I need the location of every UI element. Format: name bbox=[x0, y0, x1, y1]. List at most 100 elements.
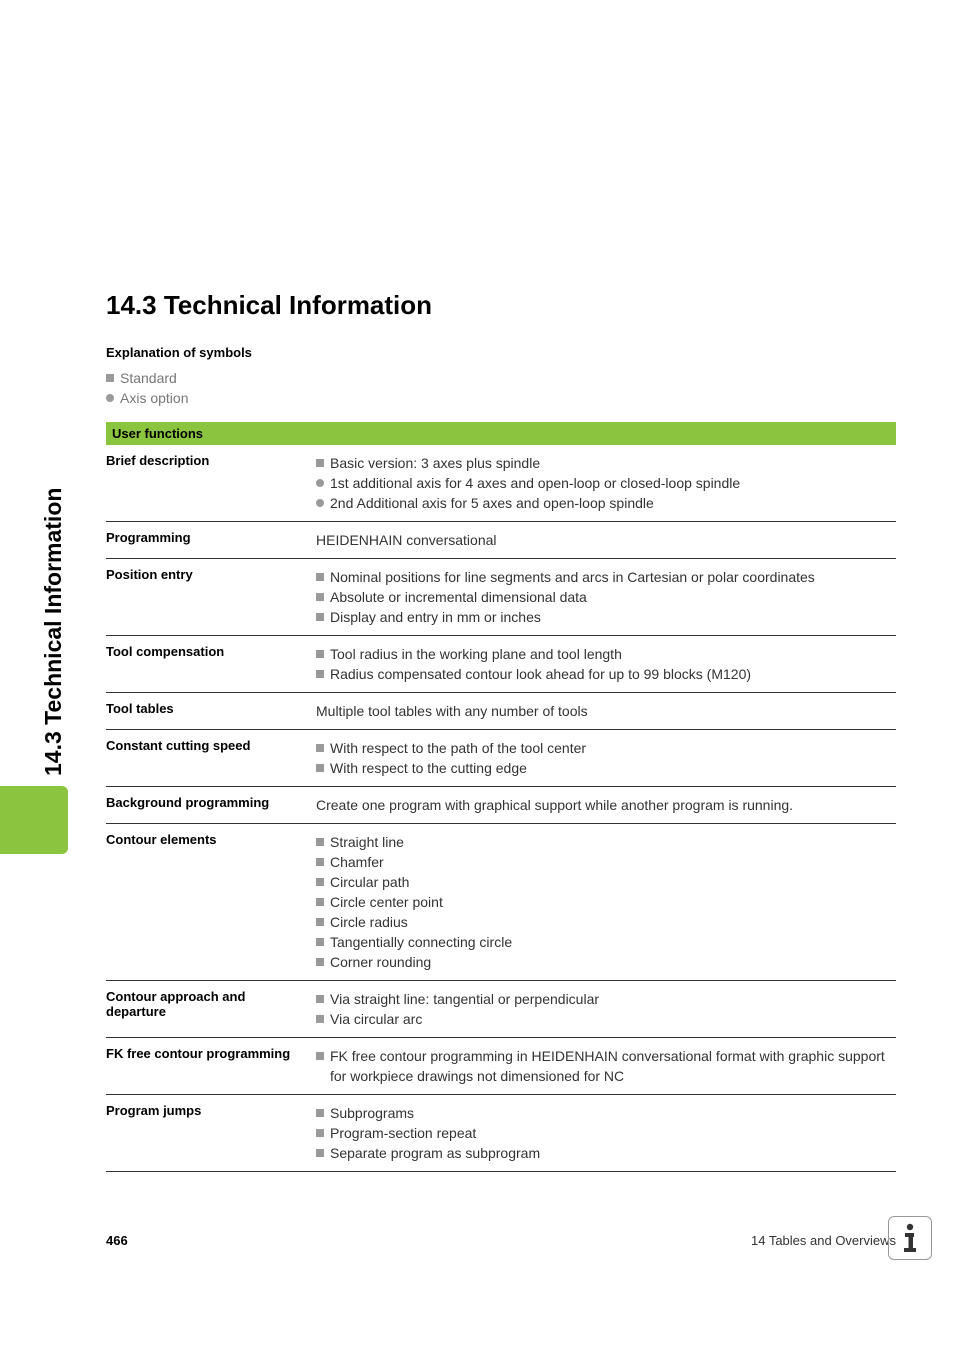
feature-table: Brief descriptionBasic version: 3 axes p… bbox=[106, 445, 896, 1172]
feature-list-item: 2nd Additional axis for 5 axes and open-… bbox=[316, 493, 890, 513]
symbol-legend-label: Standard bbox=[120, 368, 177, 388]
square-bullet-icon bbox=[316, 1052, 324, 1060]
square-bullet-icon bbox=[316, 858, 324, 866]
square-bullet-icon bbox=[316, 918, 324, 926]
feature-label: Brief description bbox=[106, 453, 316, 513]
square-bullet-icon bbox=[316, 1109, 324, 1117]
circle-bullet-icon bbox=[316, 479, 324, 487]
page-number: 466 bbox=[106, 1233, 128, 1248]
feature-value: Basic version: 3 axes plus spindle1st ad… bbox=[316, 453, 890, 513]
side-tab-label: 14.3 Technical Information bbox=[40, 224, 67, 784]
feature-list-item: Circle center point bbox=[316, 892, 890, 912]
square-bullet-icon bbox=[316, 459, 324, 467]
feature-value: Multiple tool tables with any number of … bbox=[316, 701, 890, 721]
feature-list-item: Display and entry in mm or inches bbox=[316, 607, 890, 627]
feature-list-item: Circle radius bbox=[316, 912, 890, 932]
feature-item-list: With respect to the path of the tool cen… bbox=[316, 738, 890, 778]
feature-item-text: Absolute or incremental dimensional data bbox=[330, 587, 587, 607]
square-bullet-icon bbox=[316, 878, 324, 886]
square-bullet-icon bbox=[316, 573, 324, 581]
square-bullet-icon bbox=[316, 744, 324, 752]
feature-item-list: Nominal positions for line segments and … bbox=[316, 567, 890, 627]
feature-label: Tool compensation bbox=[106, 644, 316, 684]
feature-item-text: Straight line bbox=[330, 832, 404, 852]
feature-item-text: Radius compensated contour look ahead fo… bbox=[330, 664, 751, 684]
feature-item-text: Circle center point bbox=[330, 892, 443, 912]
feature-item-list: FK free contour programming in HEIDENHAI… bbox=[316, 1046, 890, 1086]
feature-list-item: With respect to the path of the tool cen… bbox=[316, 738, 890, 758]
side-tab: 14.3 Technical Information bbox=[0, 294, 68, 854]
feature-value: FK free contour programming in HEIDENHAI… bbox=[316, 1046, 890, 1086]
feature-value: Nominal positions for line segments and … bbox=[316, 567, 890, 627]
feature-value: HEIDENHAIN conversational bbox=[316, 530, 890, 550]
feature-list-item: Program-section repeat bbox=[316, 1123, 890, 1143]
feature-list-item: Absolute or incremental dimensional data bbox=[316, 587, 890, 607]
feature-row: Position entryNominal positions for line… bbox=[106, 559, 896, 636]
page-footer: 466 14 Tables and Overviews bbox=[106, 1233, 896, 1248]
side-tab-accent bbox=[0, 786, 68, 854]
feature-value: Create one program with graphical suppor… bbox=[316, 795, 890, 815]
feature-row: Tool tablesMultiple tool tables with any… bbox=[106, 693, 896, 730]
circle-bullet-icon bbox=[106, 394, 114, 402]
square-bullet-icon bbox=[316, 1129, 324, 1137]
feature-item-text: Display and entry in mm or inches bbox=[330, 607, 541, 627]
feature-row: Contour approach and departure Via straig… bbox=[106, 981, 896, 1038]
feature-list-item: Via circular arc bbox=[316, 1009, 890, 1029]
feature-label: Tool tables bbox=[106, 701, 316, 721]
feature-item-text: Circle radius bbox=[330, 912, 408, 932]
square-bullet-icon bbox=[316, 764, 324, 772]
feature-list-item: Via straight line: tangential or perpend… bbox=[316, 989, 890, 1009]
feature-plain-text: Create one program with graphical suppor… bbox=[316, 795, 890, 815]
feature-label: Contour approach and departure bbox=[106, 989, 316, 1029]
feature-item-list: Tool radius in the working plane and too… bbox=[316, 644, 890, 684]
feature-item-text: 1st additional axis for 4 axes and open-… bbox=[330, 473, 740, 493]
feature-item-text: Circular path bbox=[330, 872, 409, 892]
feature-item-text: FK free contour programming in HEIDENHAI… bbox=[330, 1046, 890, 1086]
feature-row: FK free contour programmingFK free conto… bbox=[106, 1038, 896, 1095]
square-bullet-icon bbox=[316, 650, 324, 658]
feature-label: Programming bbox=[106, 530, 316, 550]
feature-row: Brief descriptionBasic version: 3 axes p… bbox=[106, 445, 896, 522]
feature-list-item: Chamfer bbox=[316, 852, 890, 872]
symbol-legend: StandardAxis option bbox=[106, 368, 896, 408]
info-icon bbox=[888, 1216, 932, 1260]
feature-row: Contour elementsStraight lineChamferCirc… bbox=[106, 824, 896, 981]
feature-value: Straight lineChamferCircular pathCircle … bbox=[316, 832, 890, 972]
circle-bullet-icon bbox=[316, 499, 324, 507]
feature-item-list: SubprogramsProgram-section repeatSeparat… bbox=[316, 1103, 890, 1163]
feature-plain-text: HEIDENHAIN conversational bbox=[316, 530, 890, 550]
feature-label: Background programming bbox=[106, 795, 316, 815]
square-bullet-icon bbox=[316, 938, 324, 946]
feature-item-text: Via straight line: tangential or perpend… bbox=[330, 989, 599, 1009]
symbol-legend-item: Axis option bbox=[106, 388, 896, 408]
feature-value: SubprogramsProgram-section repeatSeparat… bbox=[316, 1103, 890, 1163]
feature-list-item: 1st additional axis for 4 axes and open-… bbox=[316, 473, 890, 493]
feature-item-text: Tool radius in the working plane and too… bbox=[330, 644, 622, 664]
square-bullet-icon bbox=[316, 593, 324, 601]
feature-row: ProgrammingHEIDENHAIN conversational bbox=[106, 522, 896, 559]
feature-list-item: Radius compensated contour look ahead fo… bbox=[316, 664, 890, 684]
feature-item-text: Program-section repeat bbox=[330, 1123, 476, 1143]
feature-item-text: 2nd Additional axis for 5 axes and open-… bbox=[330, 493, 654, 513]
feature-list-item: Subprograms bbox=[316, 1103, 890, 1123]
feature-list-item: Tool radius in the working plane and too… bbox=[316, 644, 890, 664]
feature-label: Position entry bbox=[106, 567, 316, 627]
square-bullet-icon bbox=[316, 898, 324, 906]
symbol-legend-item: Standard bbox=[106, 368, 896, 388]
explanation-heading: Explanation of symbols bbox=[106, 345, 896, 360]
feature-list-item: Corner rounding bbox=[316, 952, 890, 972]
feature-item-list: Straight lineChamferCircular pathCircle … bbox=[316, 832, 890, 972]
feature-item-text: Corner rounding bbox=[330, 952, 431, 972]
feature-list-item: FK free contour programming in HEIDENHAI… bbox=[316, 1046, 890, 1086]
feature-item-list: Basic version: 3 axes plus spindle1st ad… bbox=[316, 453, 890, 513]
table-header: User functions bbox=[106, 422, 896, 445]
feature-list-item: Nominal positions for line segments and … bbox=[316, 567, 890, 587]
feature-item-text: Separate program as subprogram bbox=[330, 1143, 540, 1163]
feature-value: Tool radius in the working plane and too… bbox=[316, 644, 890, 684]
footer-chapter: 14 Tables and Overviews bbox=[751, 1233, 896, 1248]
feature-row: Background programmingCreate one program… bbox=[106, 787, 896, 824]
symbol-legend-label: Axis option bbox=[120, 388, 188, 408]
feature-label: Contour elements bbox=[106, 832, 316, 972]
feature-list-item: Circular path bbox=[316, 872, 890, 892]
feature-list-item: With respect to the cutting edge bbox=[316, 758, 890, 778]
